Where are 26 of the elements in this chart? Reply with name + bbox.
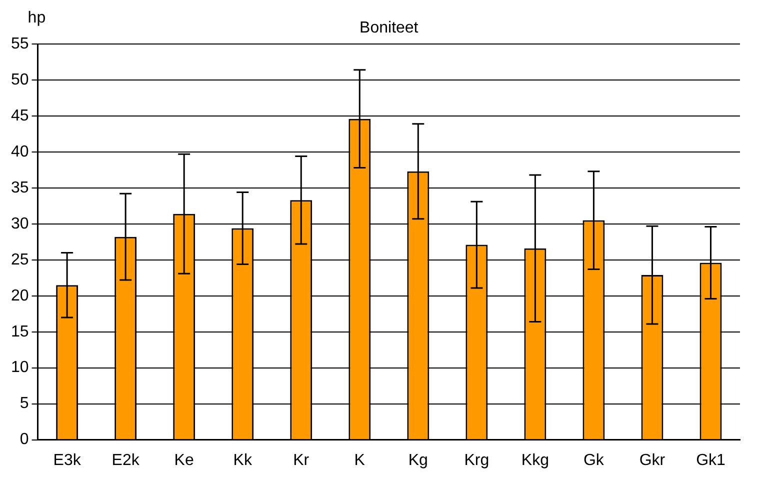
- y-tick-label: 30: [11, 215, 29, 232]
- x-tick-label: E2k: [112, 452, 140, 469]
- y-tick-label: 15: [11, 323, 29, 340]
- x-tick-label: Kkg: [521, 452, 549, 469]
- x-tick-label: K: [354, 452, 366, 469]
- x-tick-label: E3k: [53, 452, 82, 469]
- x-tick-label: Ke: [174, 452, 194, 469]
- y-axis-title: hp: [28, 9, 46, 26]
- y-tick-label: 40: [11, 143, 29, 160]
- y-tick-label: 35: [11, 179, 29, 196]
- chart-title: Boniteet: [360, 19, 419, 36]
- x-tick-label: Krg: [464, 452, 490, 469]
- y-tick-label: 55: [11, 35, 29, 52]
- x-tick-label: Gk1: [696, 452, 726, 469]
- y-tick-label: 5: [20, 395, 29, 412]
- x-tick-label: Kk: [233, 452, 253, 469]
- y-tick-label: 25: [11, 251, 29, 268]
- y-tick-label: 45: [11, 107, 29, 124]
- x-tick-label: Gk: [583, 452, 605, 469]
- y-tick-label: 50: [11, 71, 29, 88]
- y-tick-label: 10: [11, 359, 29, 376]
- x-tick-label: Kg: [408, 452, 428, 469]
- x-tick-label: Gkr: [639, 452, 666, 469]
- y-tick-label: 20: [11, 287, 29, 304]
- x-tick-label: Kr: [293, 452, 310, 469]
- y-tick-label: 0: [20, 431, 29, 448]
